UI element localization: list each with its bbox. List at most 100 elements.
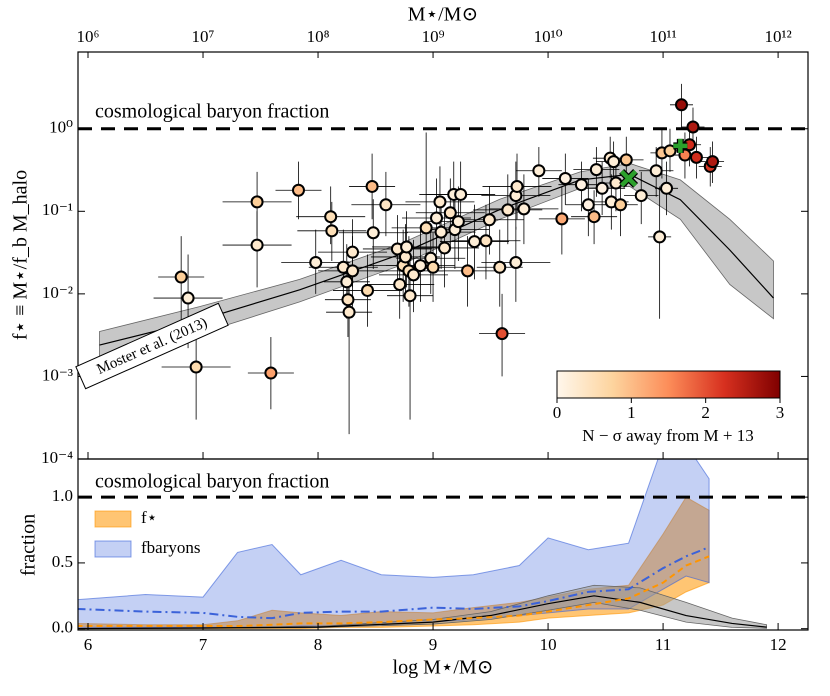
data-point bbox=[595, 181, 609, 195]
data-point bbox=[433, 195, 447, 209]
data-point bbox=[454, 187, 468, 201]
x-tick-label-top: 10⁹ bbox=[422, 27, 445, 46]
data-point bbox=[619, 153, 633, 167]
bottom-panel bbox=[78, 459, 808, 630]
data-point bbox=[614, 198, 628, 212]
y-tick-label: 10⁻³ bbox=[42, 365, 73, 384]
data-point bbox=[581, 198, 595, 212]
data-point bbox=[607, 155, 621, 169]
y-tick-label: 10⁰ bbox=[49, 118, 73, 137]
x-tick-label-top: 10¹⁰ bbox=[534, 27, 563, 46]
data-point bbox=[501, 203, 515, 217]
data-point bbox=[461, 264, 475, 278]
colorbar-tick-label: 0 bbox=[553, 403, 562, 422]
data-point bbox=[653, 230, 667, 244]
reference-label: cosmological baryon fraction bbox=[95, 101, 329, 123]
data-point bbox=[589, 163, 603, 177]
top-panel bbox=[78, 83, 808, 435]
x-tick-label: 7 bbox=[199, 635, 208, 654]
data-point bbox=[324, 210, 338, 224]
data-point bbox=[325, 224, 339, 238]
y-label: f⋆ ≡ M⋆/f_b M_halo bbox=[10, 170, 32, 340]
colorbar-tick-label: 2 bbox=[701, 403, 710, 422]
data-point bbox=[250, 195, 264, 209]
data-point bbox=[706, 155, 720, 169]
data-point bbox=[510, 179, 524, 193]
reference-label: cosmological baryon fraction bbox=[95, 471, 329, 493]
data-point bbox=[493, 260, 507, 274]
model-line bbox=[99, 173, 774, 346]
bottom-frame bbox=[77, 458, 809, 631]
data-point bbox=[413, 259, 427, 273]
x-tick-label-top: 10¹² bbox=[764, 27, 791, 46]
data-point bbox=[555, 212, 569, 226]
data-point bbox=[660, 181, 674, 195]
legend-swatch bbox=[94, 510, 132, 528]
legend-label: fbaryons bbox=[141, 538, 200, 557]
legend: f⋆ fbaryons bbox=[94, 508, 200, 558]
data-point bbox=[430, 211, 444, 225]
data-point bbox=[467, 235, 481, 249]
x-tick-label: 6 bbox=[84, 635, 93, 654]
x-tick-label: 9 bbox=[429, 635, 438, 654]
x-tick-label-top: 10⁶ bbox=[77, 27, 100, 46]
data-point bbox=[406, 268, 420, 282]
top-x-label: M⋆/M⊙ bbox=[408, 4, 478, 26]
x-tick-label-top: 10⁸ bbox=[307, 27, 330, 46]
data-point bbox=[189, 360, 203, 374]
data-point bbox=[403, 289, 417, 303]
data-point bbox=[419, 221, 433, 235]
data-point bbox=[346, 245, 360, 259]
data-point bbox=[509, 255, 523, 269]
data-point bbox=[558, 171, 572, 185]
y-tick-label: 0.0 bbox=[52, 618, 73, 637]
data-point bbox=[451, 215, 465, 229]
x-tick-label: 10 bbox=[540, 635, 557, 654]
data-point bbox=[686, 120, 700, 134]
x-tick-label-top: 10⁷ bbox=[192, 27, 215, 46]
data-point bbox=[360, 283, 374, 297]
data-point bbox=[479, 234, 493, 248]
axes: 10⁶ 10⁷ 10⁸ 10⁹ 10¹⁰ 10¹¹ 10¹² 10⁻⁴ 10⁻³ 10⁻² 10⁻¹… bbox=[41, 27, 808, 654]
data-point bbox=[443, 206, 457, 220]
data-point bbox=[342, 305, 356, 319]
data-point bbox=[346, 264, 360, 278]
special-marker bbox=[619, 169, 638, 188]
data-point bbox=[434, 225, 448, 239]
data-point bbox=[181, 291, 195, 305]
legend-swatch bbox=[94, 540, 132, 558]
colorbar-tick-label: 3 bbox=[776, 403, 785, 422]
data-point bbox=[426, 260, 440, 274]
colorbar-label: N − σ away from M + 13 bbox=[582, 426, 753, 445]
data-point bbox=[393, 277, 407, 291]
data-point bbox=[400, 240, 414, 254]
colorbar bbox=[556, 370, 781, 399]
x-tick-label-top: 10¹¹ bbox=[649, 27, 676, 46]
x-tick-label: 11 bbox=[655, 635, 671, 654]
y-tick-label: 0.5 bbox=[52, 552, 73, 571]
model-band bbox=[99, 163, 774, 361]
y-tick-label: 10⁻² bbox=[42, 283, 73, 302]
data-point bbox=[264, 366, 278, 380]
legend-label: f⋆ bbox=[141, 508, 157, 527]
y-tick-label: 10⁻¹ bbox=[42, 200, 73, 219]
data-point bbox=[517, 202, 531, 216]
data-point bbox=[674, 98, 688, 112]
special-marker bbox=[673, 138, 688, 153]
data-point bbox=[291, 183, 305, 197]
data-point bbox=[532, 164, 546, 178]
model-line bbox=[78, 595, 767, 630]
data-point bbox=[365, 179, 379, 193]
data-point bbox=[309, 255, 323, 269]
data-point bbox=[174, 270, 188, 284]
y-label-bottom: fraction bbox=[18, 514, 40, 576]
model-label-box bbox=[75, 302, 229, 390]
data-point bbox=[587, 210, 601, 224]
x-tick-label: 8 bbox=[314, 635, 323, 654]
data-point bbox=[634, 189, 648, 203]
data-point bbox=[250, 238, 264, 252]
x-label: log M⋆/M⊙ bbox=[393, 657, 494, 679]
data-point bbox=[340, 275, 354, 289]
data-point bbox=[341, 293, 355, 307]
